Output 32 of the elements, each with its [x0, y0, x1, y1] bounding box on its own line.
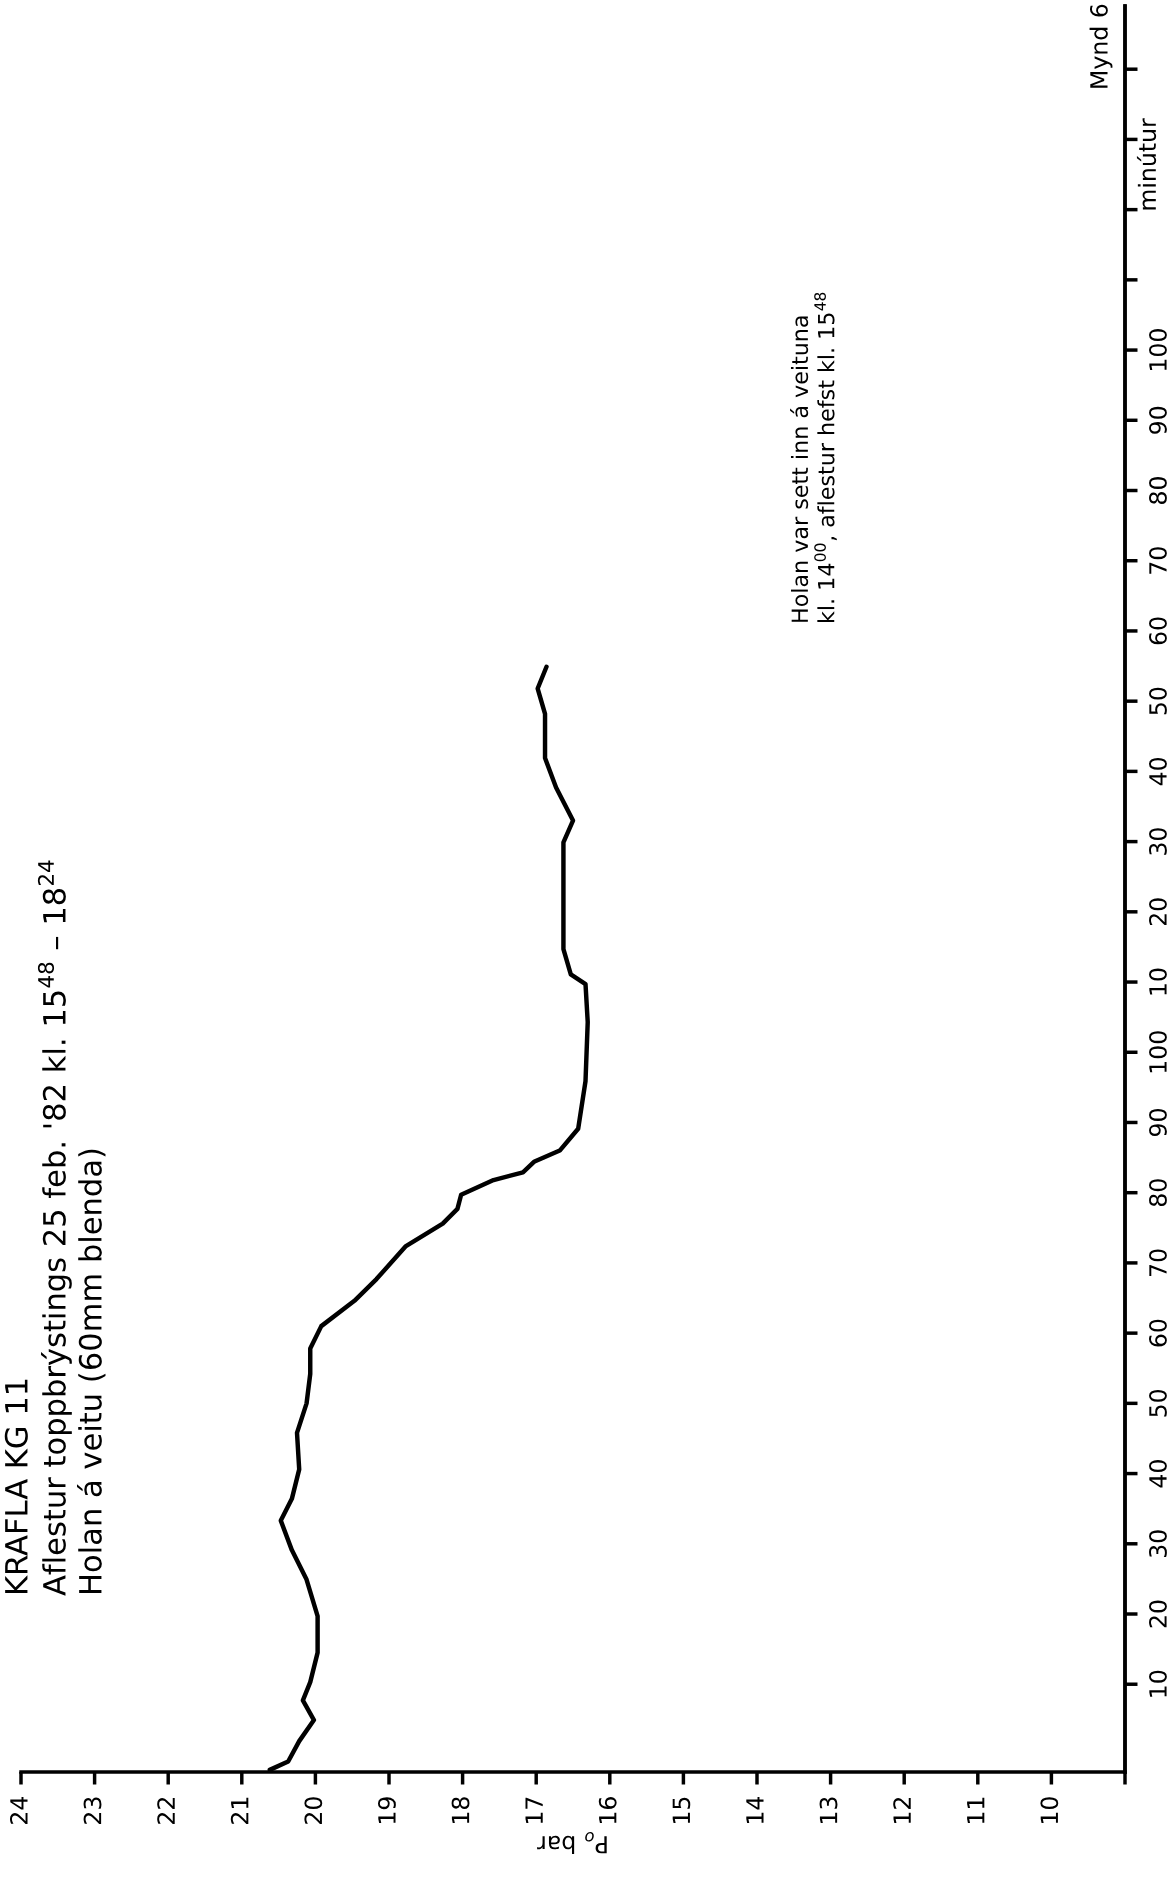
text: Aflestur toppbrýstings 25 feb. '82 kl. 15$^{48}$ – 18$^{24}$: [37, 860, 72, 1596]
x-tick-label: 11: [967, 1797, 985, 1824]
y-tick-label: 70: [1149, 1249, 1167, 1276]
x-tick-label: 18: [451, 1797, 470, 1824]
annotation: Holan var sett inn á veituna kl. 14$^{00}$, aflestur hefst kl. 15$^{48}$: [790, 292, 837, 622]
text: KRAFLA KG 11: [4, 1379, 28, 1593]
annotation: Mynd 6: [1089, 4, 1113, 88]
y-tick-label: 40: [1149, 1460, 1167, 1488]
y-tick-label: 60: [1149, 1319, 1167, 1347]
x-axis-title: P$_{o}$ bar: [537, 1832, 607, 1855]
x-tick-label: 24: [9, 1796, 28, 1824]
y-tick-label: 10: [1149, 1670, 1167, 1697]
x-tick-label: 14: [746, 1796, 764, 1824]
x-tick-label: 23: [83, 1797, 102, 1824]
annotation: Holan á veitu (60mm blenda): [76, 1149, 106, 1593]
y-tick-label: 90: [1149, 1109, 1167, 1137]
y-tick-label: 80: [1149, 1179, 1167, 1207]
x-tick-label: 20: [304, 1797, 323, 1824]
x-tick-label: 22: [157, 1797, 175, 1824]
x-tick-label: 19: [377, 1797, 396, 1824]
y2-axis-title: minútur: [1136, 118, 1157, 210]
y-tick-label: 100: [1149, 1031, 1167, 1073]
x-tick-label: 15: [672, 1797, 691, 1824]
y-tick-label: 20: [1149, 1600, 1167, 1628]
y-tick-label: 30: [1149, 1530, 1167, 1558]
x-tick-label: 17: [525, 1797, 543, 1824]
x-tick-label: 16: [598, 1797, 617, 1824]
x-tick-label: 21: [230, 1797, 249, 1824]
y-tick-label: 50: [1149, 1389, 1167, 1417]
x-tick-label: 10: [1040, 1797, 1059, 1824]
x-tick-label: 13: [819, 1797, 838, 1824]
x-tick-label: 12: [893, 1797, 911, 1824]
